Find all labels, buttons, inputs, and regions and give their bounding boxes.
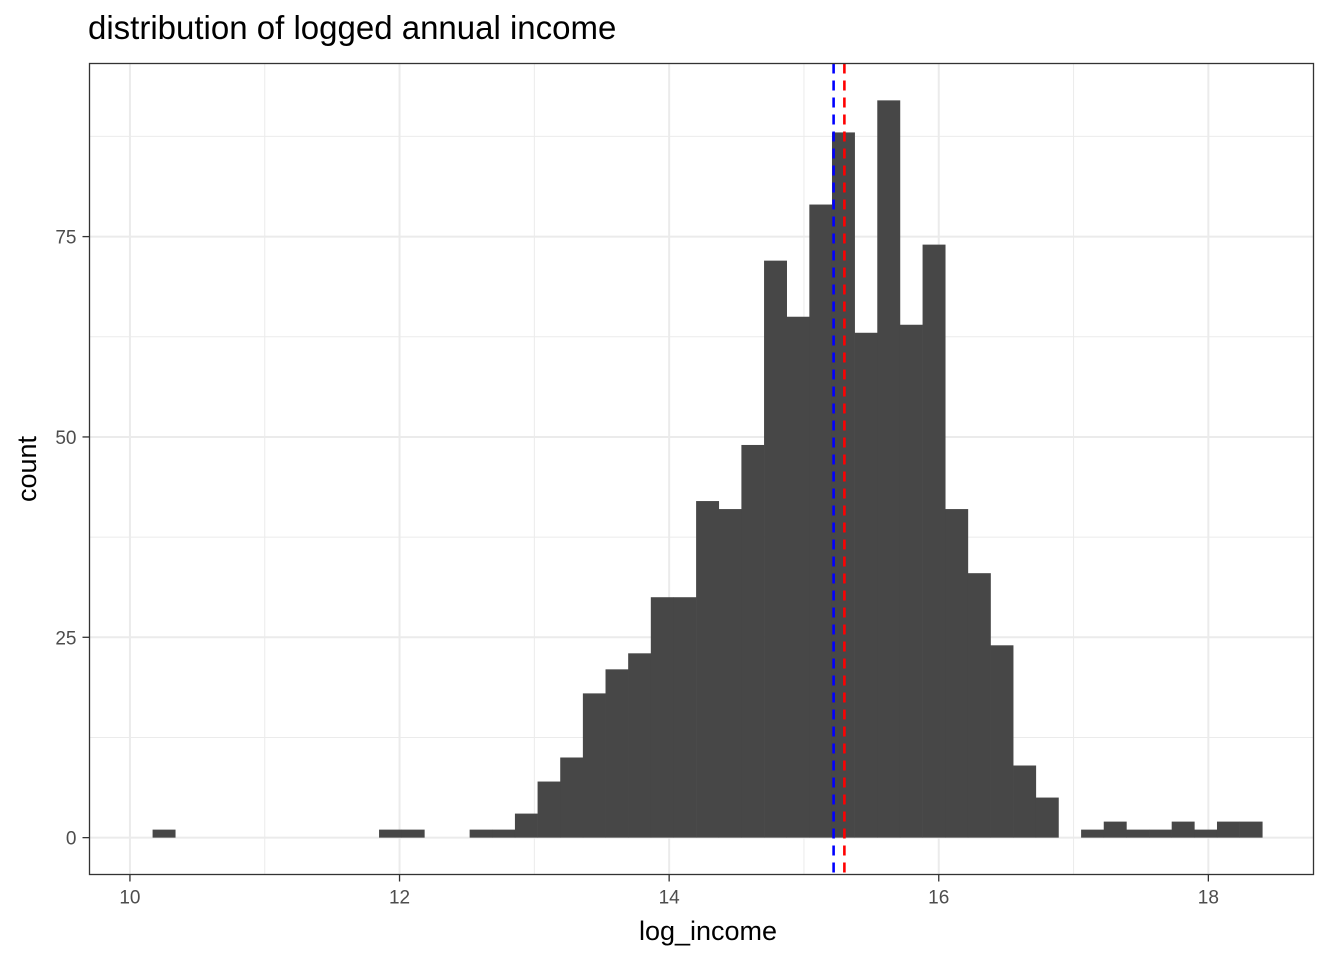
histogram-bar <box>1216 821 1240 838</box>
histogram-bar <box>877 100 901 838</box>
histogram-bar <box>605 669 629 838</box>
histogram-bar <box>899 324 923 838</box>
histogram-bars <box>152 100 1263 838</box>
histogram-bar <box>854 332 878 838</box>
x-tick-label: 14 <box>659 888 681 909</box>
histogram-bar <box>650 597 674 838</box>
x-tick-label: 12 <box>389 888 410 909</box>
histogram-bar <box>1013 765 1037 838</box>
histogram-bar <box>1194 829 1218 838</box>
chart-title: distribution of logged annual income <box>88 9 616 46</box>
histogram-bar <box>922 244 946 838</box>
histogram-bar <box>152 829 176 838</box>
histogram-bar <box>831 132 855 838</box>
histogram-bar <box>469 829 493 838</box>
histogram-bar <box>696 501 720 838</box>
histogram-bar <box>492 829 516 838</box>
histogram-bar <box>1239 821 1263 838</box>
y-tick-label: 0 <box>66 829 77 850</box>
histogram-bar <box>401 829 425 838</box>
histogram-bar <box>741 444 765 838</box>
histogram-bar <box>1035 797 1059 838</box>
histogram-bar <box>990 645 1014 838</box>
histogram-bar <box>628 653 652 838</box>
y-tick-label: 50 <box>55 428 76 449</box>
histogram-bar <box>1171 821 1195 838</box>
histogram-bar <box>582 693 606 838</box>
histogram-bar <box>379 829 403 838</box>
histogram-bar <box>718 509 742 838</box>
histogram-bar <box>809 204 833 838</box>
histogram-bar <box>1149 829 1172 838</box>
histogram-bar <box>1081 829 1105 838</box>
x-axis: 10 12 14 16 18 <box>119 874 1219 909</box>
histogram-bar <box>1126 829 1150 838</box>
y-tick-label: 25 <box>55 628 76 649</box>
histogram-bar <box>764 260 787 838</box>
histogram-bar <box>786 316 810 838</box>
histogram-bar <box>1103 821 1127 838</box>
y-axis: 0 25 50 75 <box>55 228 90 850</box>
x-axis-title: log_income <box>639 916 777 946</box>
histogram-bar <box>967 573 991 838</box>
histogram-bar <box>537 781 561 838</box>
x-tick-label: 10 <box>119 888 140 909</box>
panel-border <box>88 62 1315 876</box>
histogram-bar <box>514 813 538 838</box>
y-axis-title: count <box>12 435 42 502</box>
x-tick-label: 16 <box>928 888 949 909</box>
histogram-bar <box>945 509 969 838</box>
histogram-bar <box>560 757 584 838</box>
y-tick-label: 75 <box>55 228 76 249</box>
histogram-bar <box>673 597 697 838</box>
x-tick-label: 18 <box>1198 888 1219 909</box>
